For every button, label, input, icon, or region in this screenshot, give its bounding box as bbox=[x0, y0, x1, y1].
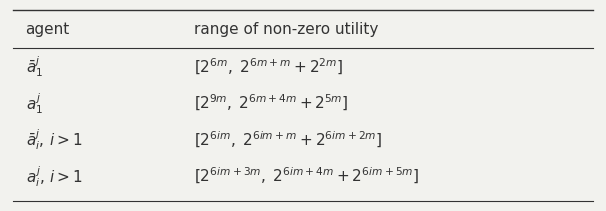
Text: $[2^{6im},\; 2^{6im+m} + 2^{6im+2m}]$: $[2^{6im},\; 2^{6im+m} + 2^{6im+2m}]$ bbox=[195, 130, 383, 150]
Text: $[2^{6m},\; 2^{6m+m} + 2^{2m}]$: $[2^{6m},\; 2^{6m+m} + 2^{2m}]$ bbox=[195, 57, 344, 77]
Text: $\bar{a}_1^j$: $\bar{a}_1^j$ bbox=[25, 55, 43, 79]
Text: range of non-zero utility: range of non-zero utility bbox=[195, 22, 379, 37]
Text: $[2^{9m},\; 2^{6m+4m} + 2^{5m}]$: $[2^{9m},\; 2^{6m+4m} + 2^{5m}]$ bbox=[195, 93, 349, 114]
Text: $a_i^j,\, i > 1$: $a_i^j,\, i > 1$ bbox=[25, 164, 82, 189]
Text: $a_1^j$: $a_1^j$ bbox=[25, 91, 42, 116]
Text: $[2^{6im+3m},\; 2^{6im+4m} + 2^{6im+5m}]$: $[2^{6im+3m},\; 2^{6im+4m} + 2^{6im+5m}]… bbox=[195, 166, 419, 186]
Text: agent: agent bbox=[25, 22, 70, 37]
Text: $\bar{a}_i^j,\, i > 1$: $\bar{a}_i^j,\, i > 1$ bbox=[25, 127, 82, 152]
